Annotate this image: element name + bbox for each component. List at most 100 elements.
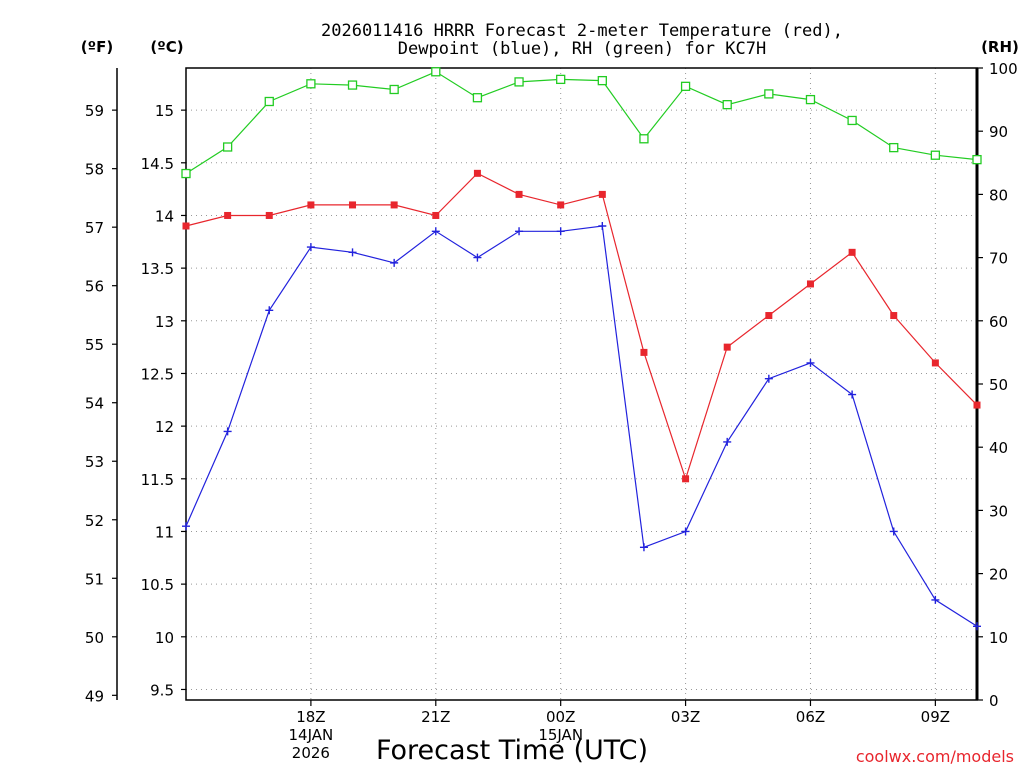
rh-tick-label: 100 bbox=[989, 60, 1018, 78]
rh-tick-label: 70 bbox=[989, 250, 1008, 268]
rh-point bbox=[847, 115, 857, 126]
celsius-tick-label: 14.5 bbox=[141, 155, 174, 173]
rh-point bbox=[972, 154, 982, 165]
dewpoint-point bbox=[889, 527, 898, 536]
fahrenheit-tick-label: 51 bbox=[85, 570, 104, 588]
rh-point bbox=[306, 79, 316, 89]
dewpoint-point bbox=[764, 374, 773, 383]
dewpoint-point bbox=[182, 522, 190, 531]
rh-point bbox=[597, 75, 607, 86]
rh-tick-label: 30 bbox=[989, 502, 1008, 520]
x-tick-label: 09Z bbox=[921, 708, 950, 726]
dewpoint-line bbox=[185, 225, 978, 627]
fahrenheit-tick-label: 53 bbox=[85, 453, 104, 471]
temperature-point bbox=[598, 190, 606, 198]
fahrenheit-tick-label: 58 bbox=[85, 161, 104, 179]
dewpoint-point bbox=[390, 258, 399, 267]
rh-point bbox=[514, 77, 524, 87]
fahrenheit-tick-label: 49 bbox=[85, 687, 104, 705]
rh-point bbox=[639, 134, 649, 144]
dewpoint-point bbox=[515, 227, 524, 236]
celsius-tick-label: 14 bbox=[155, 207, 174, 225]
rh-tick-label: 80 bbox=[989, 186, 1008, 204]
dewpoint-point bbox=[556, 227, 565, 236]
rh-tick-label: 0 bbox=[989, 692, 999, 710]
x-tick-label: 21Z bbox=[421, 708, 450, 726]
rh-point bbox=[722, 100, 732, 110]
rh-point bbox=[930, 150, 941, 160]
celsius-tick-label: 13 bbox=[155, 313, 174, 331]
rh-point bbox=[389, 84, 399, 95]
temperature-point bbox=[432, 211, 440, 219]
series-layer bbox=[181, 67, 982, 631]
chart-title-line1: 2026011416 HRRR Forecast 2-meter Tempera… bbox=[321, 21, 843, 41]
rh-point bbox=[805, 94, 816, 105]
celsius-tick-label: 10.5 bbox=[141, 576, 174, 594]
grid-lines bbox=[186, 68, 977, 700]
fahrenheit-tick-label: 56 bbox=[85, 278, 104, 296]
dewpoint-point bbox=[265, 306, 274, 315]
axis-ticks: 9.5 10 10.5 11 11.5 12 12.5 13 13.5 14 14.5 15 18Z14… bbox=[85, 60, 1018, 762]
rh-point bbox=[556, 74, 566, 85]
fahrenheit-tick-label: 59 bbox=[85, 102, 104, 120]
temperature-point bbox=[349, 201, 357, 209]
celsius-tick-label: 11.5 bbox=[141, 471, 174, 489]
temperature-line bbox=[185, 172, 978, 481]
celsius-tick-label: 10 bbox=[155, 629, 174, 647]
rh-tick-label: 20 bbox=[989, 566, 1008, 584]
x-tick-label: 18Z bbox=[296, 708, 325, 726]
rh-point bbox=[181, 168, 191, 179]
temperature-point bbox=[224, 211, 232, 219]
dewpoint-point bbox=[973, 622, 981, 631]
temperature-point bbox=[682, 475, 690, 483]
x-axis-label: Forecast Time (UTC) bbox=[376, 735, 648, 766]
fahrenheit-tick-label: 54 bbox=[85, 395, 104, 413]
dewpoint-point bbox=[806, 358, 815, 367]
dewpoint-point bbox=[223, 427, 232, 436]
fahrenheit-unit-label: (ºF) bbox=[81, 38, 113, 56]
celsius-tick-label: 11 bbox=[155, 523, 174, 541]
temperature-point bbox=[557, 201, 565, 209]
dewpoint-point bbox=[723, 437, 732, 446]
watermark: coolwx.com/models bbox=[856, 747, 1014, 766]
rh-tick-label: 90 bbox=[989, 123, 1008, 141]
dewpoint-point bbox=[306, 243, 315, 252]
celsius-unit-label: (ºC) bbox=[150, 38, 183, 56]
temperature-point bbox=[848, 248, 856, 256]
celsius-tick-label: 12.5 bbox=[141, 365, 174, 383]
chart-title-line2: Dewpoint (blue), RH (green) for KC7H bbox=[398, 39, 766, 59]
dewpoint-point bbox=[931, 595, 940, 604]
dewpoint-point bbox=[598, 222, 607, 230]
rh-tick-label: 50 bbox=[989, 376, 1008, 394]
dewpoint-point bbox=[473, 253, 482, 262]
fahrenheit-tick-label: 55 bbox=[85, 336, 104, 354]
x-tick-label: 06Z bbox=[796, 708, 825, 726]
rh-line bbox=[185, 71, 978, 175]
dewpoint-point bbox=[848, 390, 857, 399]
temperature-point bbox=[390, 201, 398, 209]
fahrenheit-tick-label: 50 bbox=[85, 629, 104, 647]
rh-point bbox=[431, 67, 441, 77]
x-tick-label: 03Z bbox=[671, 708, 700, 726]
temperature-point bbox=[806, 280, 814, 288]
temperature-point bbox=[723, 343, 731, 351]
celsius-tick-label: 9.5 bbox=[150, 681, 174, 699]
temperature-point bbox=[182, 222, 190, 230]
x-tick-year: 2026 bbox=[292, 744, 330, 762]
temperature-point bbox=[973, 401, 981, 409]
fahrenheit-tick-label: 57 bbox=[85, 219, 104, 237]
temperature-point bbox=[890, 312, 898, 320]
celsius-tick-label: 12 bbox=[155, 418, 174, 436]
temperature-point bbox=[307, 201, 315, 209]
temperature-point bbox=[265, 211, 273, 219]
rh-point bbox=[222, 142, 233, 152]
x-tick-label: 00Z bbox=[546, 708, 575, 726]
temperature-point bbox=[473, 169, 481, 177]
dewpoint-point bbox=[431, 227, 440, 236]
rh-point bbox=[347, 80, 358, 90]
celsius-tick-label: 13.5 bbox=[141, 260, 174, 278]
rh-tick-label: 10 bbox=[989, 629, 1008, 647]
rh-tick-label: 40 bbox=[989, 439, 1008, 457]
rh-point bbox=[889, 142, 899, 153]
